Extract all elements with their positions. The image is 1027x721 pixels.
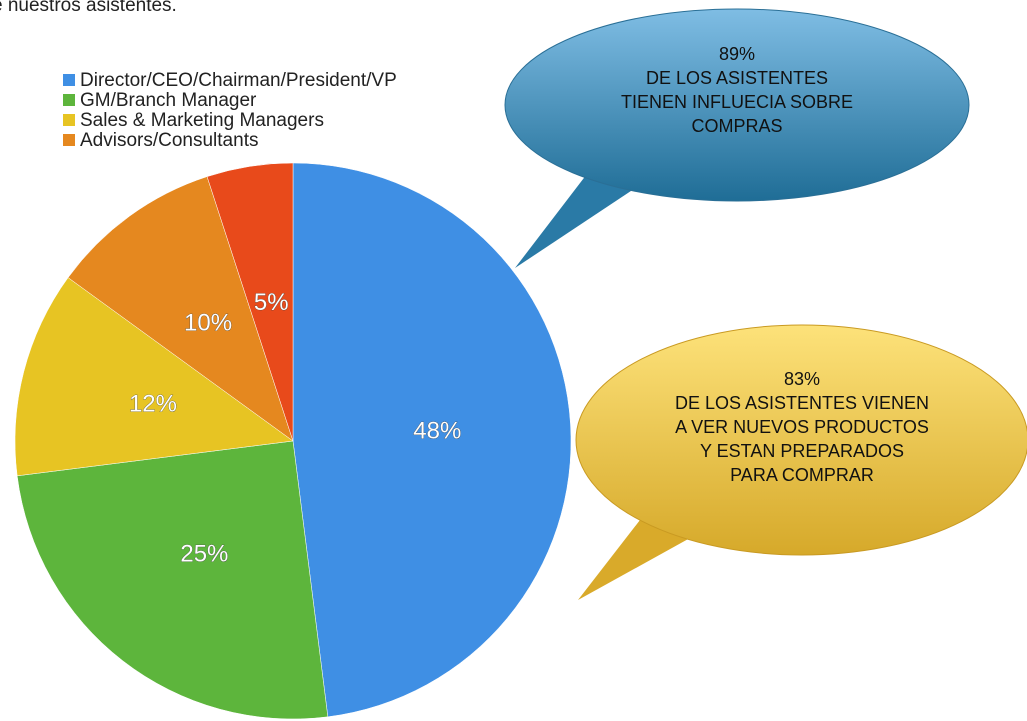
annotations: 89% DE LOS ASISTENTES TIENEN INFLUECIA SOB… xyxy=(621,44,929,485)
callout-tail xyxy=(515,170,640,268)
legend-swatch xyxy=(63,94,75,106)
annotation-line: TIENEN INFLUECIA SOBRE xyxy=(621,92,853,112)
legend-swatch xyxy=(63,74,75,86)
data-label: 12% xyxy=(129,390,177,417)
annotation-line: COMPRAS xyxy=(691,116,782,136)
pie-slice xyxy=(67,176,294,442)
legend-label: GM/Branch Manager xyxy=(80,90,257,111)
title: e nuestros asistentes. xyxy=(0,0,177,16)
data-label: 5% xyxy=(254,289,289,316)
callout-tail xyxy=(578,520,690,600)
legend: Director/CEO/Chairman/President/VPGM/Bra… xyxy=(63,70,397,151)
legend-label: Director/CEO/Chairman/President/VP xyxy=(80,70,397,91)
annotation-line: 83% xyxy=(784,369,820,389)
pie-slice xyxy=(16,440,329,720)
annotation-line: DE LOS ASISTENTES VIENEN xyxy=(675,393,929,413)
data-label: 25% xyxy=(180,541,228,568)
callout-bubble xyxy=(504,8,970,202)
legend-label: Advisors/Consultants xyxy=(80,130,258,151)
annotation-line: A VER NUEVOS PRODUCTOS xyxy=(675,417,929,437)
legend-label: Sales & Marketing Managers xyxy=(80,110,324,131)
annotation-line: PARA COMPRAR xyxy=(730,465,874,485)
pie: 48% 25% 12% 10% 5% xyxy=(14,162,572,720)
data-label: 48% xyxy=(413,417,461,444)
legend-swatch xyxy=(63,134,75,146)
callout-bubble xyxy=(575,324,1027,556)
callout-blue xyxy=(504,8,970,268)
pie-slice xyxy=(14,277,294,477)
data-label: 10% xyxy=(184,309,232,336)
pie-slice xyxy=(292,162,572,718)
annotation-line: 89% xyxy=(719,44,755,64)
annotation-line: Y ESTAN PREPARADOS xyxy=(700,441,904,461)
legend-swatch xyxy=(63,114,75,126)
pie-slice xyxy=(206,162,294,442)
callout-yellow xyxy=(575,324,1027,600)
annotation-line: DE LOS ASISTENTES xyxy=(646,68,828,88)
